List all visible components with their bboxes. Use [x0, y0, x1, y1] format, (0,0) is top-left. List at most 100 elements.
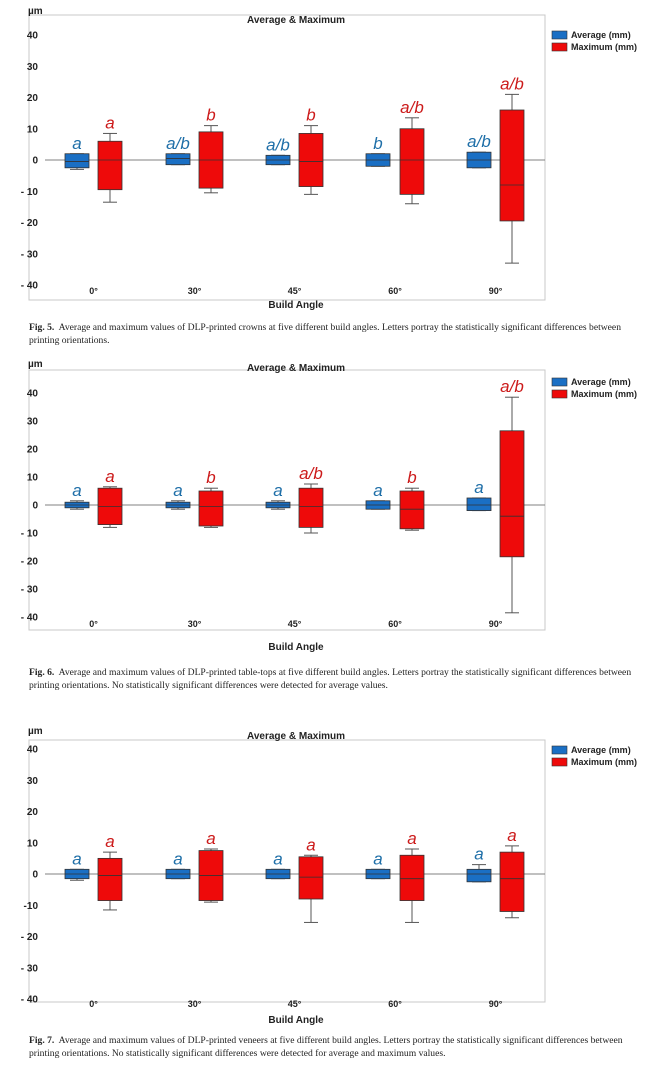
y-tick-label: - 40: [21, 281, 39, 292]
significance-letter-maximum: a/b: [299, 464, 323, 483]
plot-frame: [28, 369, 546, 631]
legend-label-average: Average (mm): [571, 377, 631, 387]
significance-letter-average: a: [273, 849, 282, 868]
box-body: [64, 153, 90, 169]
significance-letter-average: a: [173, 481, 182, 500]
legend-label-maximum: Maximum (mm): [571, 389, 637, 399]
figure-7: Average & Maximum µm 40 30 20 10 0 -10 - 20 - 30 -…: [0, 722, 664, 1071]
caption-fig5: Fig. 5. Average and maximum values of DL…: [29, 322, 649, 347]
significance-letter-maximum: a: [407, 829, 416, 848]
y-unit-label: µm: [28, 726, 43, 737]
box-average: [365, 500, 391, 510]
x-tick-label: 30°: [188, 286, 202, 296]
caption-text: Average and maximum values of DLP-printe…: [29, 1035, 623, 1059]
box-maximum: [198, 487, 224, 528]
significance-letter-average: a/b: [467, 132, 491, 151]
chart-title: Average & Maximum: [247, 15, 345, 26]
box-body: [499, 851, 525, 912]
y-tick-label: 30: [27, 776, 39, 787]
x-tick-label: 30°: [188, 619, 202, 629]
significance-letter-maximum: b: [206, 106, 215, 125]
significance-letter-maximum: a/b: [500, 74, 524, 93]
box-maximum: [97, 132, 123, 203]
y-tick-label: 40: [27, 745, 39, 756]
x-axis-label: Build Angle: [268, 642, 324, 653]
y-tick-label: 0: [32, 501, 38, 512]
x-tick-label: 45°: [288, 619, 302, 629]
box-maximum: [399, 487, 425, 531]
significance-letter-average: a: [72, 481, 81, 500]
box-body: [499, 430, 525, 558]
significance-letter-average: a: [474, 478, 483, 497]
y-tick-label: - 10: [21, 529, 39, 540]
significance-letter-average: a: [474, 845, 483, 864]
y-tick-label: - 20: [21, 218, 39, 229]
y-tick-label: 40: [27, 389, 39, 400]
box-body: [97, 140, 123, 191]
significance-letter-maximum: b: [206, 468, 215, 487]
legend-swatch-maximum: [551, 389, 568, 399]
legend-label-maximum: Maximum (mm): [571, 42, 637, 52]
significance-letter-average: a: [72, 134, 81, 153]
box-maximum: [499, 845, 525, 919]
significance-letter-maximum: b: [407, 468, 416, 487]
box-average: [64, 153, 90, 170]
legend-swatch-average: [551, 377, 568, 387]
chart-title: Average & Maximum: [247, 363, 345, 374]
box-body: [198, 490, 224, 527]
legend: Average (mm) Maximum (mm): [551, 377, 637, 399]
significance-letter-average: a: [373, 849, 382, 868]
significance-letter-maximum: a: [105, 113, 114, 132]
significance-letter-maximum: a: [105, 467, 114, 486]
significance-letter-maximum: a/b: [400, 98, 424, 117]
y-tick-label: 20: [27, 93, 39, 104]
chart-fig6: Average & Maximum µm 40 30 20 10 0 - 10 - 20 - 30…: [21, 359, 637, 653]
legend-swatch-maximum: [551, 42, 568, 52]
box-body: [466, 497, 492, 511]
box-maximum: [499, 93, 525, 264]
x-tick-label: 60°: [388, 999, 402, 1009]
box-maximum: [298, 483, 324, 534]
box-body: [165, 153, 191, 166]
box-average: [466, 497, 492, 512]
box-average: [64, 868, 90, 881]
x-tick-label: 30°: [188, 999, 202, 1009]
y-tick-label: 10: [27, 473, 39, 484]
box-average: [365, 868, 391, 880]
caption-label: Fig. 7.: [29, 1035, 55, 1046]
caption-label: Fig. 6.: [29, 667, 55, 678]
significance-letter-maximum: a/b: [500, 377, 524, 396]
figure-6: Average & Maximum µm 40 30 20 10 0 - 10 - 20 - 30…: [0, 352, 664, 697]
x-tick-label: 0°: [89, 999, 98, 1009]
box-average: [265, 154, 291, 166]
box-body: [399, 490, 425, 530]
y-unit-label: µm: [28, 6, 43, 17]
box-body: [399, 854, 425, 901]
box-body: [298, 487, 324, 528]
box-average: [466, 864, 492, 883]
box-maximum: [399, 117, 425, 205]
caption-fig6: Fig. 6. Average and maximum values of DL…: [29, 667, 649, 692]
significance-letter-average: a: [273, 481, 282, 500]
y-tick-label: 10: [27, 124, 39, 135]
significance-letter-maximum: a: [105, 832, 114, 851]
y-tick-label: - 40: [21, 995, 39, 1006]
figure-5: Average & Maximum µm 40 30 20 10 0 - 10 - 20 - 30…: [0, 0, 664, 350]
y-tick-label: - 20: [21, 557, 39, 568]
box-average: [165, 153, 191, 166]
legend-swatch-average: [551, 30, 568, 40]
x-tick-label: 90°: [489, 999, 503, 1009]
box-body: [399, 128, 425, 195]
y-tick-label: 30: [27, 417, 39, 428]
box-maximum: [198, 848, 224, 903]
box-body: [97, 857, 123, 901]
significance-letter-maximum: b: [306, 106, 315, 125]
chart-fig7: Average & Maximum µm 40 30 20 10 0 -10 - 20 - 30 -…: [21, 726, 637, 1026]
box-maximum: [298, 854, 324, 923]
box-body: [298, 133, 324, 187]
legend: Average (mm) Maximum (mm): [551, 745, 637, 767]
box-average: [64, 500, 90, 510]
y-unit-label: µm: [28, 359, 43, 370]
box-maximum: [499, 396, 525, 614]
box-body: [499, 109, 525, 222]
